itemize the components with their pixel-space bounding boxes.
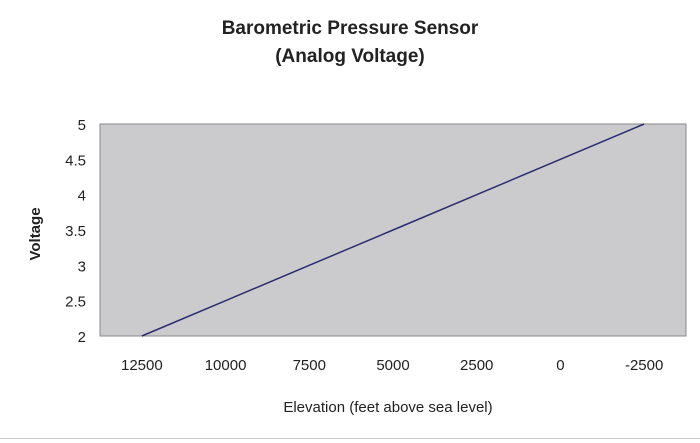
y-tick-label: 2 — [78, 329, 86, 346]
x-tick-label: 0 — [556, 357, 564, 374]
x-tick-label: 12500 — [121, 357, 163, 374]
y-tick-label: 4.5 — [65, 152, 86, 169]
y-tick-label: 3.5 — [65, 223, 86, 240]
y-tick-label: 3 — [78, 258, 86, 275]
x-tick-label: 5000 — [376, 357, 409, 374]
series-line — [141, 123, 645, 337]
y-tick-label: 4 — [78, 188, 86, 205]
y-tick-label: 5 — [78, 117, 86, 134]
x-tick-label: 10000 — [205, 357, 247, 374]
x-tick-label: 2500 — [460, 357, 493, 374]
chart-subtitle: (Analog Voltage) — [275, 46, 425, 67]
chart-title: Barometric Pressure Sensor — [222, 18, 479, 39]
x-tick-label: 7500 — [293, 357, 326, 374]
bottom-rule — [0, 438, 700, 439]
x-tick-label: -2500 — [625, 357, 663, 374]
y-axis-label: Voltage — [27, 207, 44, 260]
x-axis-label: Elevation (feet above sea level) — [283, 399, 492, 416]
y-tick-label: 2.5 — [65, 294, 86, 311]
